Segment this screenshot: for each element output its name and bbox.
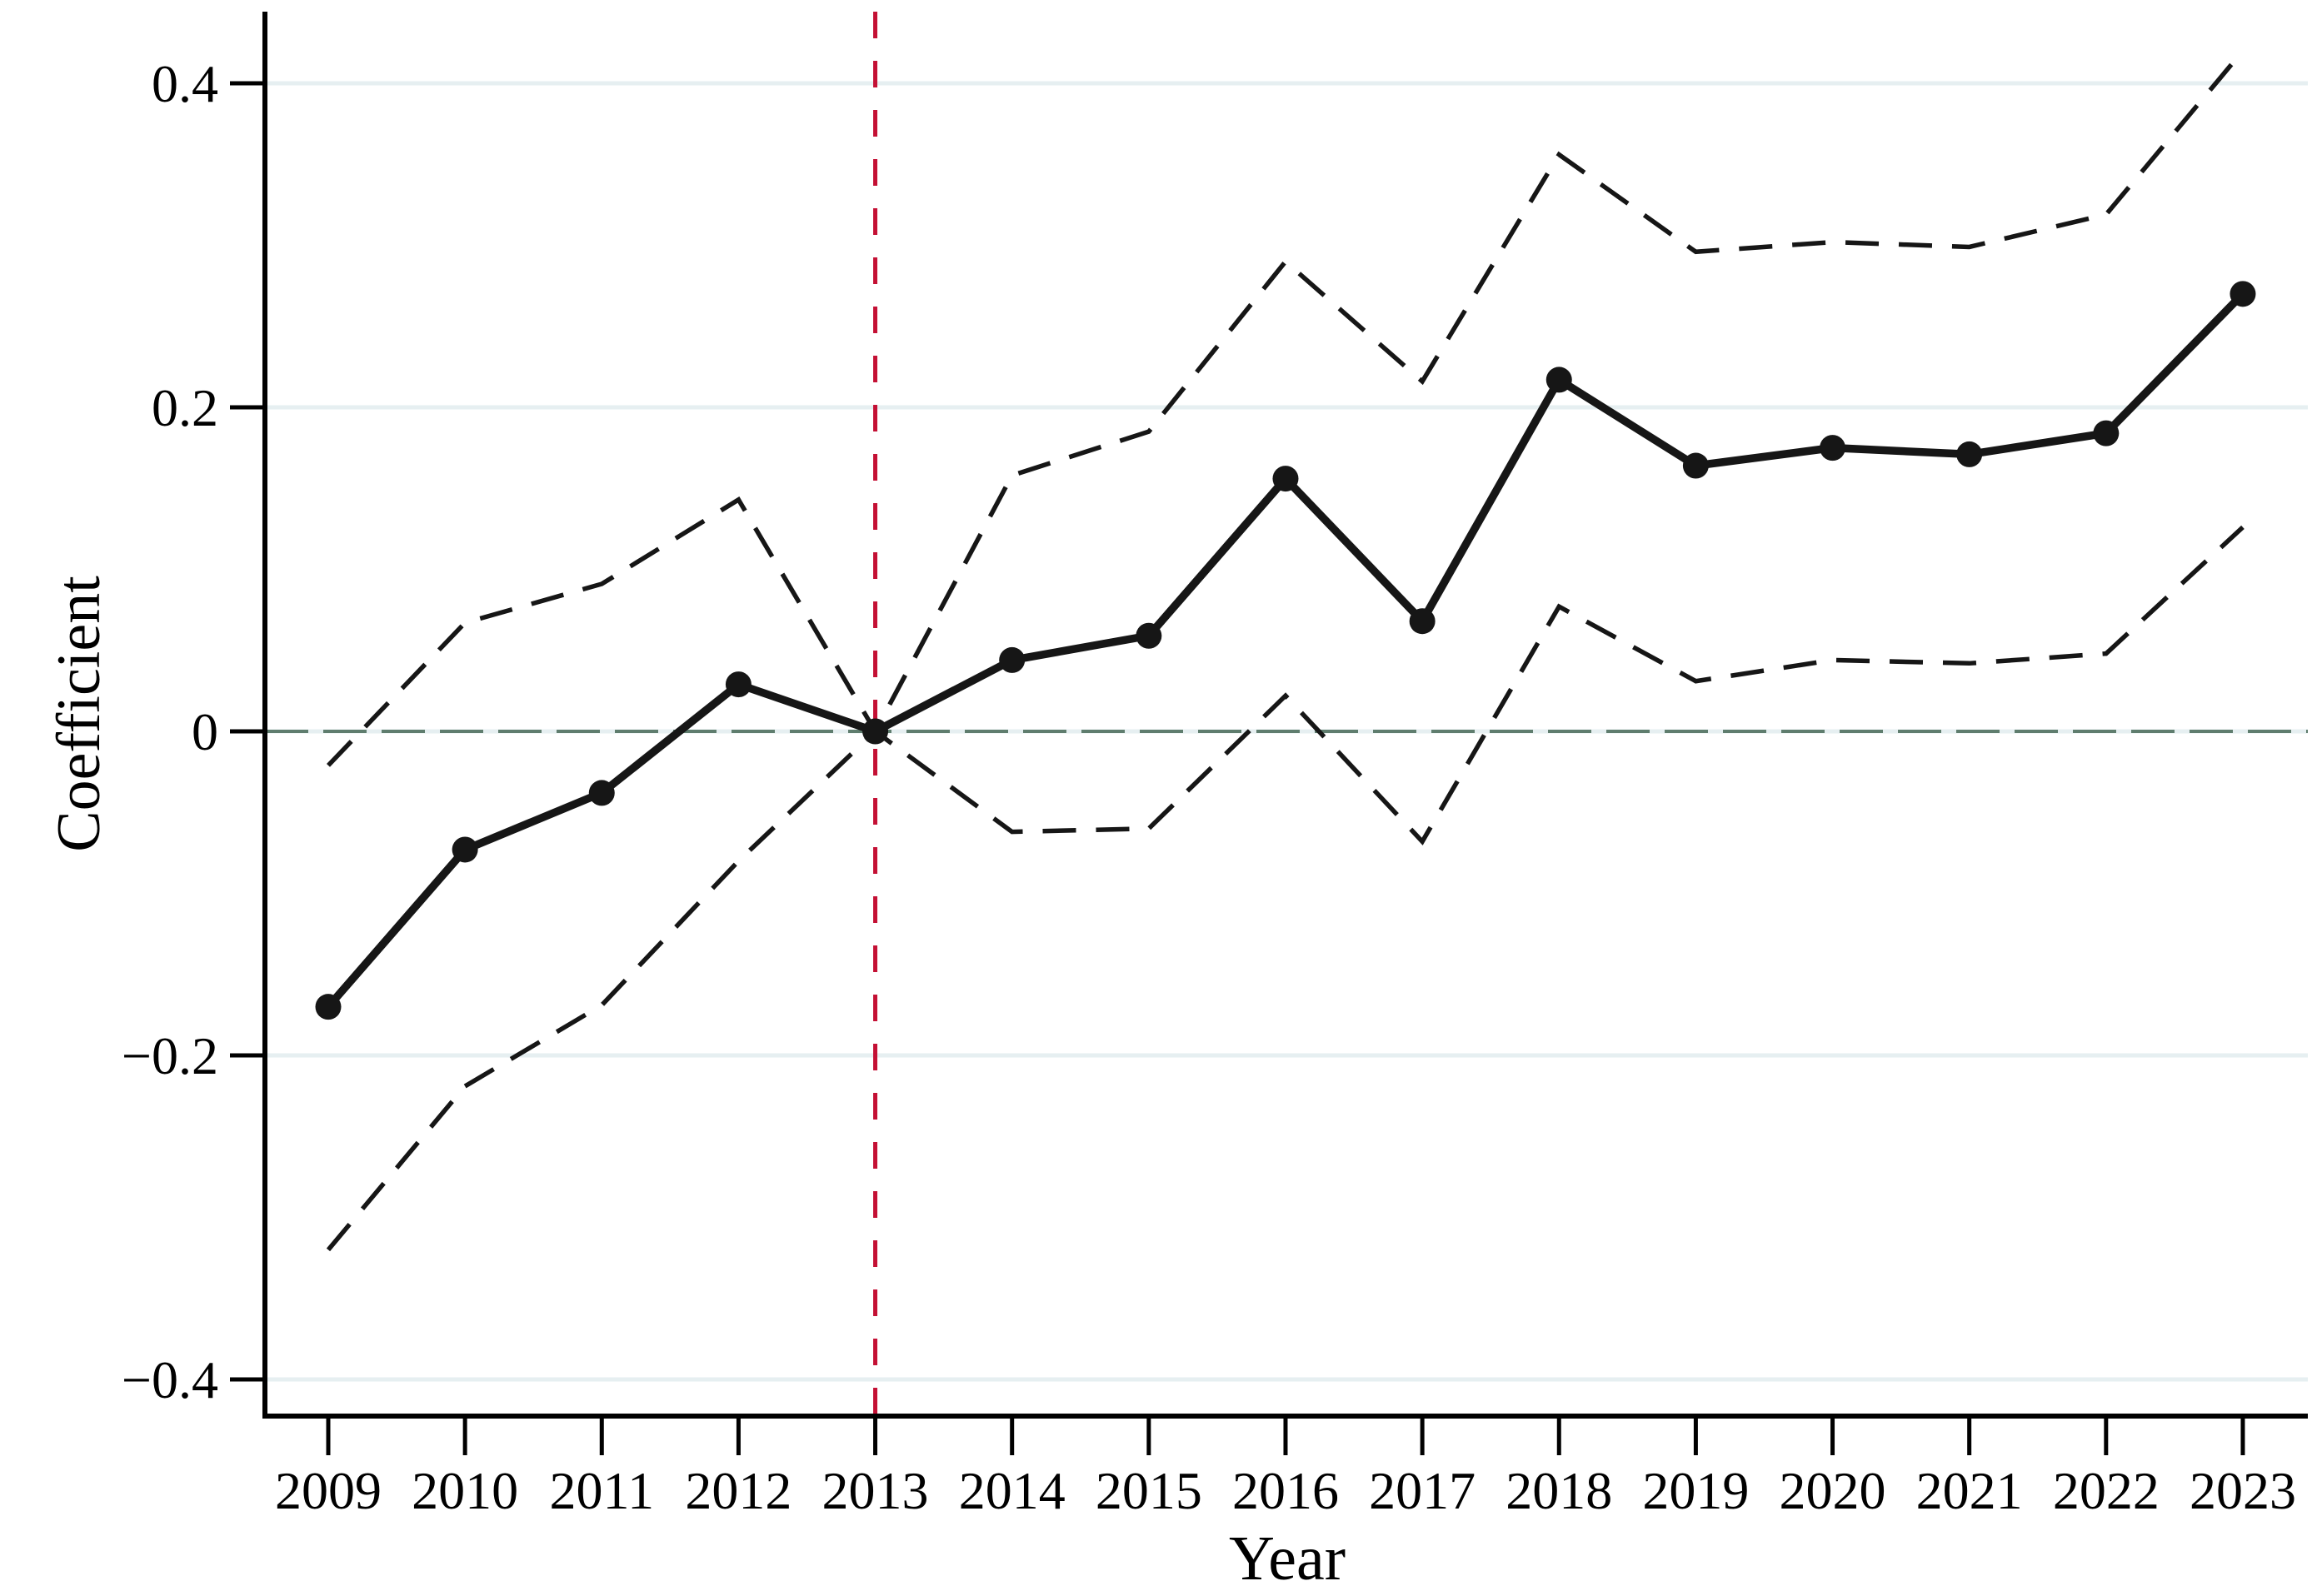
x-tick-label: 2010 (412, 1461, 518, 1520)
coefficient-line (325, 291, 2246, 1010)
x-tick-label: 2015 (1096, 1461, 1202, 1520)
coefficient-marker (2093, 420, 2120, 446)
y-tick-label: 0.4 (152, 54, 218, 113)
coefficient-marker (588, 780, 615, 806)
coefficient-marker (452, 836, 478, 863)
x-tick-label: 2023 (2190, 1461, 2296, 1520)
y-tick-label: −0.2 (122, 1026, 218, 1085)
x-axis-title: Year (1228, 1524, 1346, 1594)
x-tick-label: 2017 (1369, 1461, 1476, 1520)
coefficient-marker (1545, 367, 1572, 393)
coefficient-marker (725, 671, 752, 698)
x-tick-label: 2018 (1506, 1461, 1612, 1520)
coefficient-marker (1820, 435, 1846, 461)
y-axis-title: Coefficient (45, 576, 113, 852)
x-tick-label: 2012 (685, 1461, 791, 1520)
coefficient-marker (1136, 622, 1162, 649)
y-tick-label: 0 (192, 702, 218, 761)
coefficient-marker (999, 646, 1026, 673)
x-tick-label: 2011 (549, 1461, 654, 1520)
y-tick-label: 0.2 (152, 378, 218, 437)
ci-lower-line (326, 525, 2245, 1252)
x-tick-label: 2022 (2053, 1461, 2160, 1520)
x-tick-label: 2013 (822, 1461, 929, 1520)
x-tick-label: 2016 (1232, 1461, 1339, 1520)
y-tick-label: −0.4 (122, 1350, 218, 1409)
coefficient-marker (1956, 441, 1983, 467)
coefficient-marker (2230, 281, 2256, 307)
coefficient-marker (315, 994, 342, 1020)
x-tick-label: 2019 (1642, 1461, 1749, 1520)
x-tick-label: 2020 (1780, 1461, 1886, 1520)
x-tick-label: 2021 (1916, 1461, 2023, 1520)
coefficient-marker (862, 718, 889, 745)
coefficient-marker (1272, 466, 1299, 492)
ci-upper-line (327, 49, 2245, 767)
coefficient-marker (1409, 608, 1436, 635)
x-tick-label: 2009 (275, 1461, 382, 1520)
coefficient-marker (1682, 452, 1709, 479)
x-tick-label: 2014 (959, 1461, 1066, 1520)
